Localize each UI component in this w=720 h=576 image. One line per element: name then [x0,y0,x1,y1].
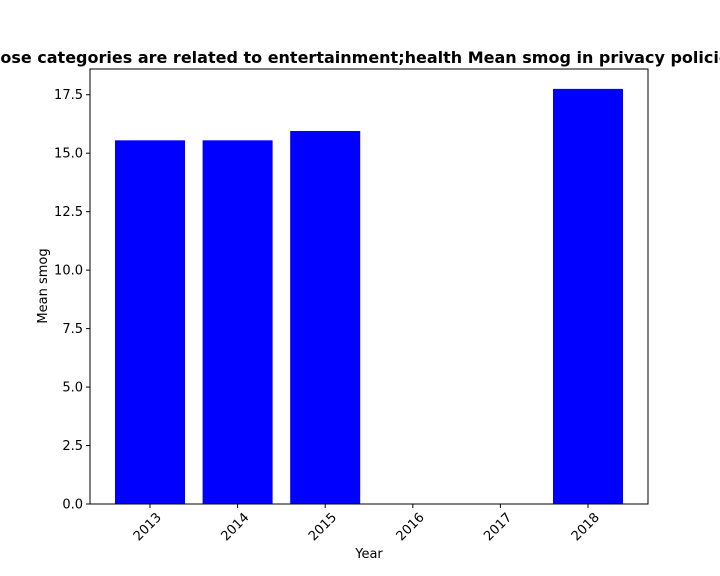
y-tick-label: 17.5 [54,88,83,103]
bar-2013 [115,140,185,505]
y-tick-label: 7.5 [62,322,83,337]
y-tick-label: 10.0 [54,264,83,279]
x-tick-label: 2013 [131,510,165,544]
bars-group [115,88,623,505]
y-axis-ticks: 0.0 2.5 5.0 7.5 10.0 12.5 15.0 17.5 [54,88,90,513]
x-tick-label: 2016 [394,510,428,544]
y-axis-label: Mean smog [36,248,51,323]
chart-title: Apps whose categories are related to ent… [0,48,720,67]
y-tick-label: 2.5 [62,439,83,454]
x-axis-ticks: 2013 2014 2015 2016 2017 2018 [131,504,603,544]
x-tick-label: 2018 [569,510,603,544]
x-tick-label: 2015 [306,510,340,544]
plot-frame [89,68,649,505]
y-tick-label: 5.0 [62,381,83,396]
bar-2018 [553,88,623,505]
x-axis-label: Year [354,547,383,562]
bar-2014 [202,140,273,505]
y-tick-label: 0.0 [62,498,83,513]
y-tick-label: 15.0 [54,147,83,162]
x-tick-label: 2017 [481,510,515,544]
bar-2015 [290,130,361,504]
y-tick-label: 12.5 [54,205,83,220]
x-tick-label: 2014 [218,510,252,544]
